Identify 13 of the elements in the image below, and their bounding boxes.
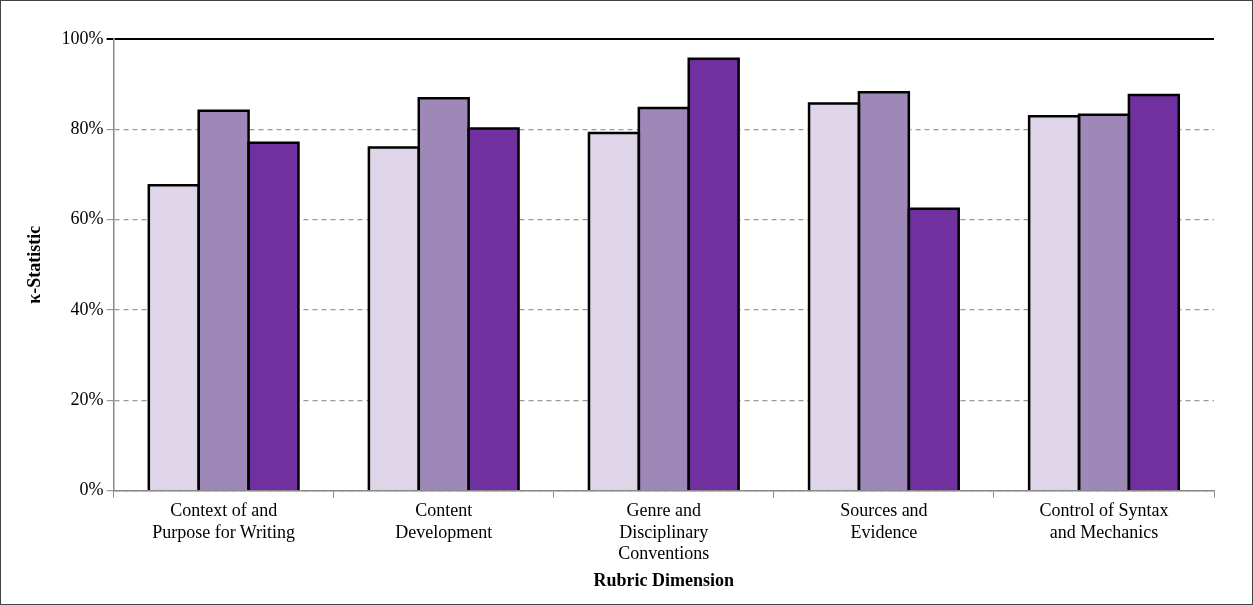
y-tick-label: 80% xyxy=(70,118,104,139)
y-tick-label: 20% xyxy=(70,389,104,410)
x-axis-title: Rubric Dimension xyxy=(593,569,735,590)
y-tick-label: 0% xyxy=(79,479,104,500)
x-tick-label: Context of and Purpose for Writing xyxy=(152,500,296,542)
y-tick-label: 100% xyxy=(61,27,104,48)
y-axis-title: κ-Statistic xyxy=(24,225,45,304)
x-tick-label: Sources and Evidence xyxy=(840,500,928,542)
y-tick-label: 40% xyxy=(70,298,104,319)
x-tick-label: Control of Syntax and Mechanics xyxy=(1039,500,1169,542)
x-tick-label: Content Development xyxy=(395,500,493,542)
x-tick-label: Genre and Disciplinary Conventions xyxy=(618,500,710,564)
y-tick-label: 60% xyxy=(70,208,104,229)
